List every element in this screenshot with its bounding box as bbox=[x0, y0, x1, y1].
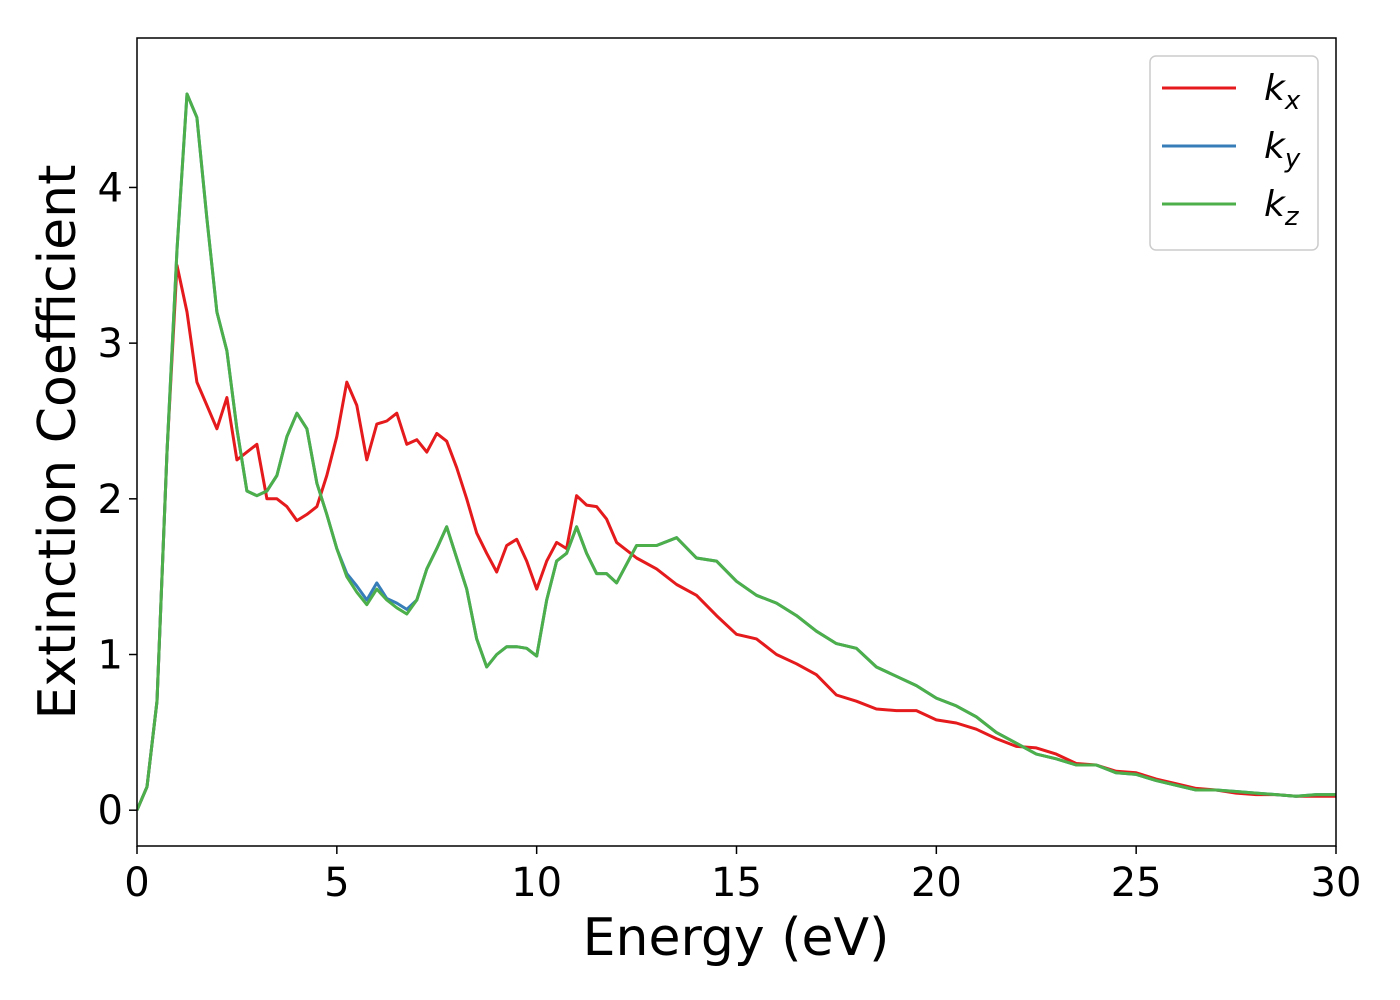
series-line bbox=[137, 92, 1336, 811]
series-line bbox=[137, 263, 1336, 811]
x-tick-label: 15 bbox=[711, 860, 762, 906]
y-tick-label: 2 bbox=[98, 477, 123, 523]
x-tick-label: 30 bbox=[1311, 860, 1362, 906]
x-axis-label: Energy (eV) bbox=[583, 908, 890, 968]
y-tick-label: 1 bbox=[98, 633, 123, 679]
x-tick-label: 20 bbox=[911, 860, 962, 906]
legend-label: kz bbox=[1264, 184, 1300, 232]
legend-label: ky bbox=[1264, 126, 1301, 174]
x-tick-label: 25 bbox=[1111, 860, 1162, 906]
plot-frame bbox=[136, 37, 1337, 847]
x-tick-label: 0 bbox=[124, 860, 149, 906]
y-tick-label: 3 bbox=[98, 321, 123, 367]
y-tick-label: 4 bbox=[98, 165, 123, 211]
x-tick-label: 5 bbox=[324, 860, 349, 906]
x-tick-label: 10 bbox=[511, 860, 562, 906]
legend-label: kx bbox=[1264, 68, 1301, 116]
legend-box bbox=[1149, 55, 1319, 251]
y-tick-label: 0 bbox=[98, 788, 123, 834]
y-axis-label: Extinction Coefficient bbox=[28, 165, 88, 720]
